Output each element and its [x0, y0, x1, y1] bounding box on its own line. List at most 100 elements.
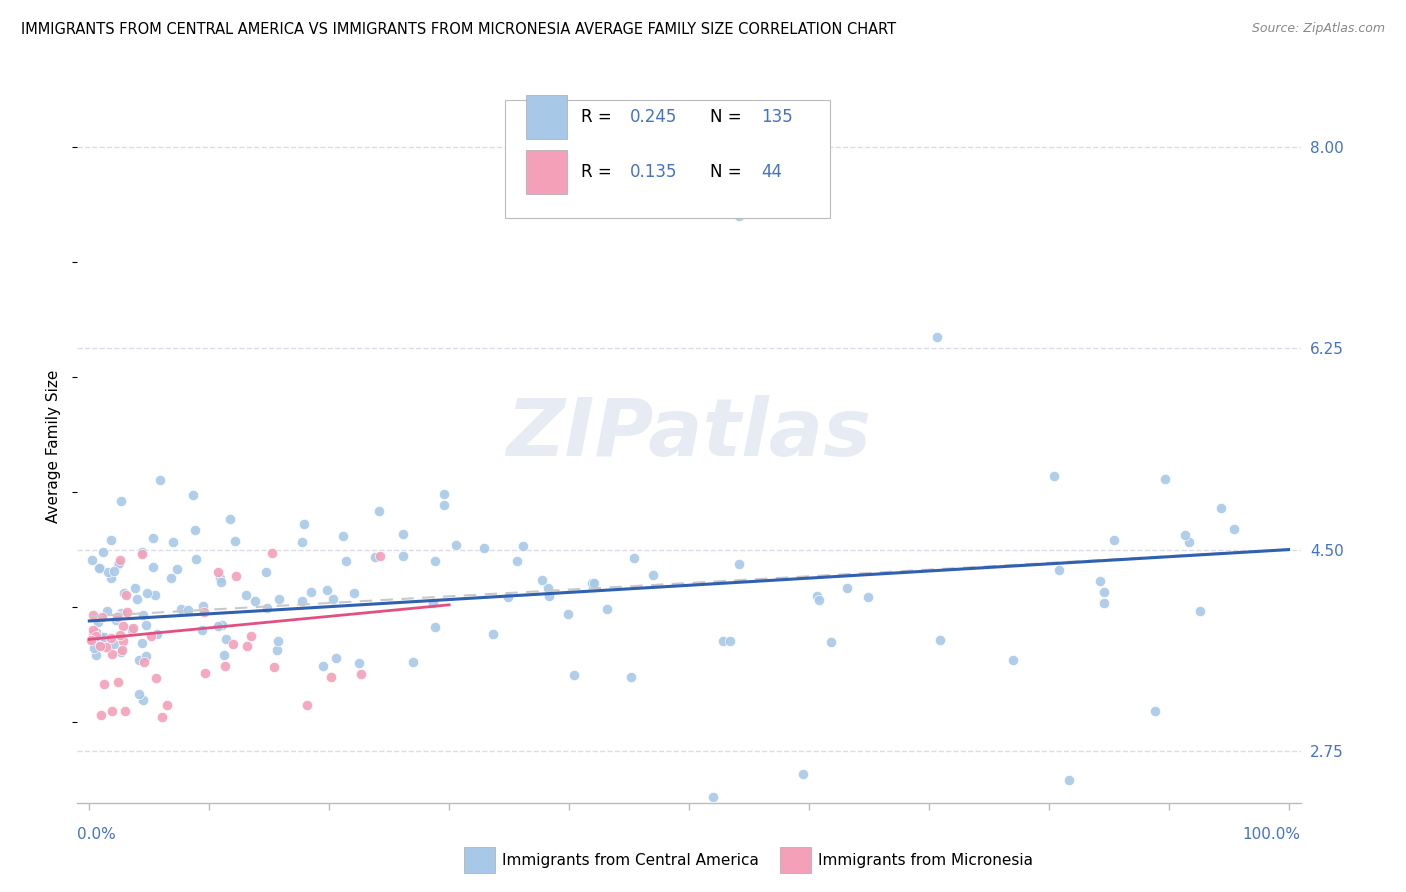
Point [103, 637, 125, 651]
Point [222, 637, 245, 651]
Text: R =: R = [581, 108, 612, 126]
Point [564, 668, 586, 682]
Point [423, 619, 446, 633]
Point [100, 533, 122, 548]
Point [557, 607, 579, 621]
Point [87, 615, 110, 630]
Point [211, 618, 233, 632]
Point [581, 576, 603, 591]
Point [311, 658, 333, 673]
Point [256, 601, 278, 615]
FancyBboxPatch shape [506, 100, 830, 218]
Point [207, 619, 229, 633]
Point [224, 534, 246, 549]
Point [835, 581, 858, 595]
Point [325, 651, 347, 665]
Point [142, 531, 165, 545]
Point [107, 608, 129, 623]
Point [128, 687, 150, 701]
Point [150, 710, 173, 724]
Point [82, 627, 104, 641]
Point [108, 552, 131, 566]
Point [582, 576, 605, 591]
Point [117, 606, 139, 620]
Point [132, 692, 155, 706]
Point [131, 545, 153, 559]
Point [1154, 472, 1177, 486]
Point [482, 627, 505, 641]
Point [1174, 528, 1197, 542]
Point [240, 629, 263, 643]
Point [132, 656, 155, 670]
Point [101, 704, 124, 718]
Point [472, 541, 495, 555]
Point [83, 641, 105, 656]
Point [267, 592, 290, 607]
Text: Source: ZipAtlas.com: Source: ZipAtlas.com [1251, 22, 1385, 36]
Point [87, 561, 110, 575]
Point [531, 573, 554, 587]
Point [93, 630, 115, 644]
Point [100, 632, 122, 646]
Point [145, 671, 167, 685]
Point [90, 610, 112, 624]
Point [299, 585, 322, 599]
Text: R =: R = [581, 163, 612, 181]
Point [80, 632, 103, 647]
Point [262, 546, 284, 560]
Point [1188, 604, 1211, 618]
Point [537, 589, 560, 603]
Point [84, 648, 107, 662]
Point [335, 554, 357, 568]
Point [89, 561, 111, 575]
Point [79, 633, 101, 648]
Text: N =: N = [710, 108, 741, 126]
Point [925, 329, 948, 343]
Point [110, 645, 132, 659]
Point [349, 657, 371, 671]
Point [254, 565, 277, 579]
Point [111, 633, 134, 648]
Point [422, 596, 444, 610]
Point [87, 639, 110, 653]
Text: ZIPatlas: ZIPatlas [506, 395, 872, 474]
Point [209, 570, 232, 584]
Point [792, 767, 814, 781]
Point [291, 594, 314, 608]
Text: IMMIGRANTS FROM CENTRAL AMERICA VS IMMIGRANTS FROM MICRONESIA AVERAGE FAMILY SIZ: IMMIGRANTS FROM CENTRAL AMERICA VS IMMIG… [21, 22, 896, 37]
Point [623, 551, 645, 566]
Point [370, 549, 392, 564]
Point [115, 589, 138, 603]
Point [316, 583, 339, 598]
Point [718, 634, 741, 648]
Point [212, 648, 235, 662]
Point [218, 512, 240, 526]
Point [156, 698, 179, 712]
Point [433, 487, 456, 501]
Point [135, 649, 157, 664]
Text: Immigrants from Central America: Immigrants from Central America [502, 854, 759, 868]
Point [159, 571, 181, 585]
Point [1002, 652, 1025, 666]
Point [1094, 596, 1116, 610]
Point [928, 632, 950, 647]
Point [194, 665, 217, 680]
Point [1047, 563, 1070, 577]
Point [808, 593, 831, 607]
Point [136, 586, 159, 600]
Point [820, 634, 842, 648]
Point [620, 670, 643, 684]
Bar [526, 95, 567, 139]
Point [111, 619, 134, 633]
Point [170, 601, 193, 615]
Point [537, 581, 560, 595]
Point [84, 625, 107, 640]
Point [319, 670, 342, 684]
Point [1102, 533, 1125, 547]
Point [235, 588, 257, 602]
Point [110, 607, 132, 621]
Point [193, 605, 215, 619]
Text: 0.135: 0.135 [630, 163, 678, 181]
Point [291, 535, 314, 549]
Point [121, 624, 143, 638]
